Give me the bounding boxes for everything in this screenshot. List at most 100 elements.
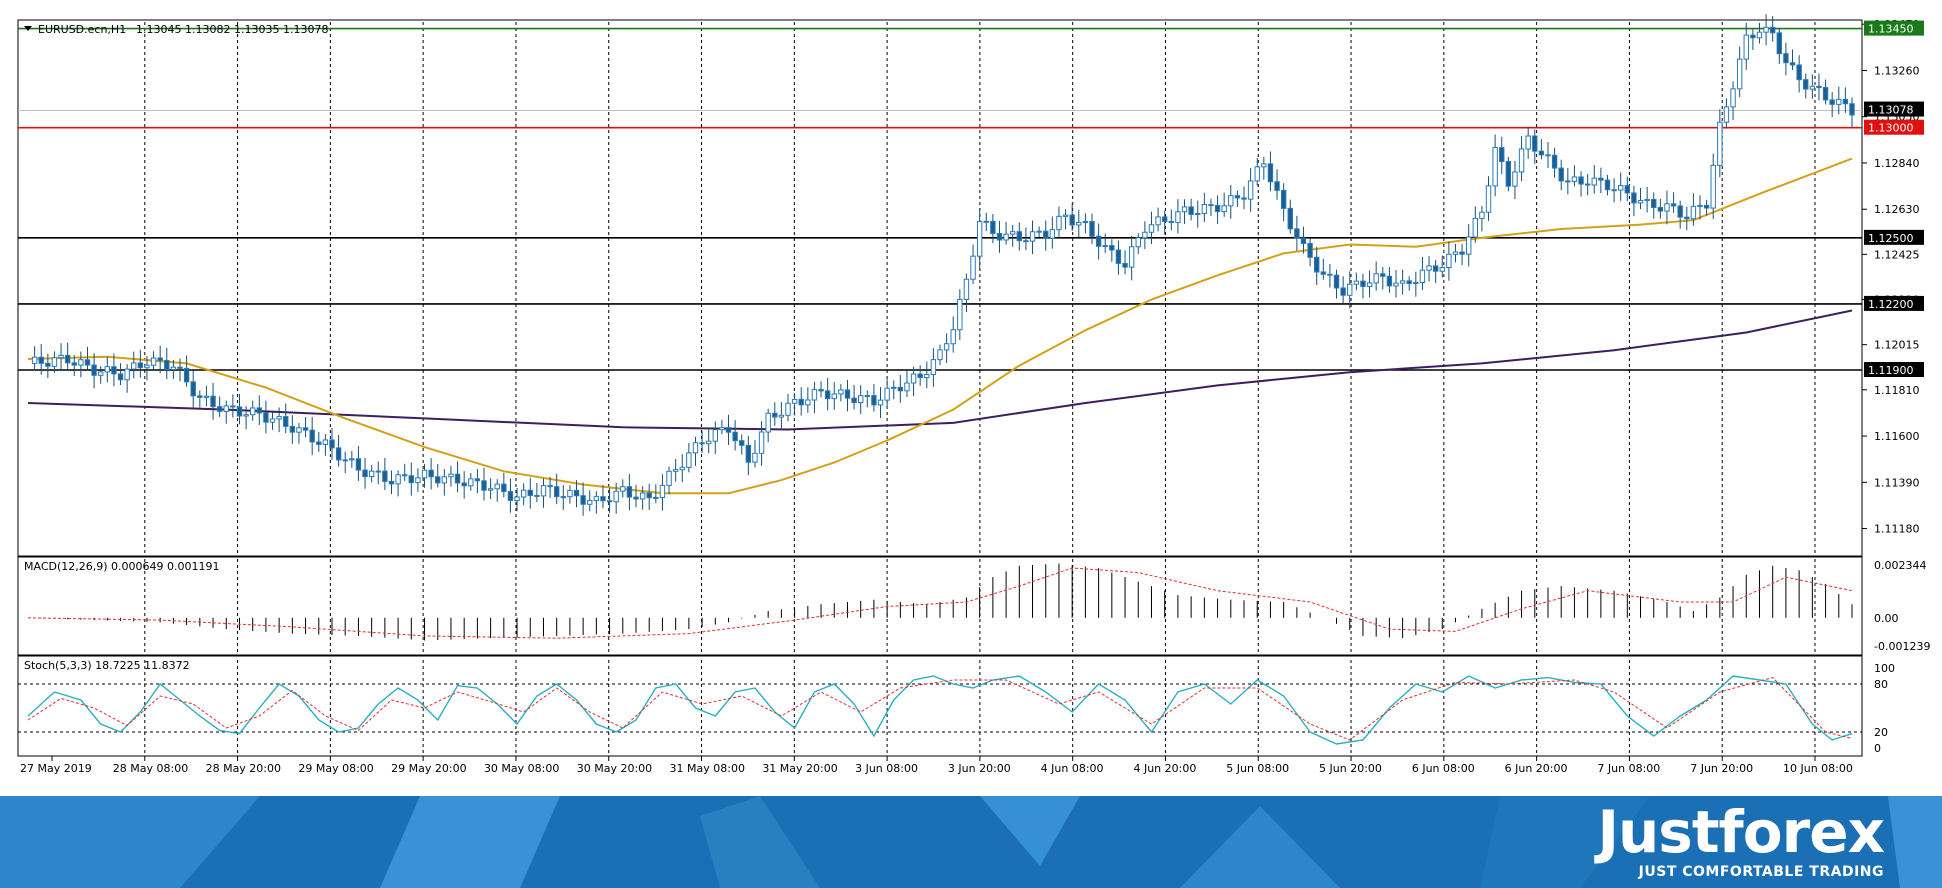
- candle-body: [1393, 282, 1399, 287]
- candle-body: [355, 458, 362, 471]
- candle-body: [1287, 207, 1293, 230]
- candle-body: [1697, 204, 1703, 207]
- support-resistance-levels: [18, 27, 1862, 371]
- dropdown-triangle-icon[interactable]: [24, 26, 32, 31]
- candle-body: [329, 439, 335, 449]
- brand-name: Justforex: [1597, 798, 1885, 866]
- candle-body: [1545, 154, 1551, 157]
- candle-body: [877, 399, 884, 406]
- candle-body: [1082, 220, 1089, 223]
- candle-body: [1446, 253, 1452, 268]
- candle-body: [785, 402, 791, 416]
- candle-body: [864, 395, 871, 398]
- candle-body: [871, 395, 877, 406]
- candle-body: [1062, 214, 1069, 217]
- candle-body: [811, 389, 818, 401]
- candle-body: [1783, 53, 1789, 64]
- candle-body: [1360, 280, 1366, 287]
- level-price-tag: [1864, 295, 1924, 311]
- candle-body: [904, 382, 910, 392]
- x-tick-label: 30 May 08:00: [484, 762, 559, 775]
- candle-body: [613, 490, 619, 503]
- candle-body: [1214, 204, 1221, 213]
- candle-body: [316, 441, 322, 445]
- candle-body: [1003, 233, 1009, 241]
- candle-body: [177, 366, 183, 369]
- candle-body: [210, 395, 216, 408]
- candle-body: [421, 469, 428, 479]
- candle-body: [276, 416, 282, 420]
- candle-body: [593, 496, 600, 502]
- candle-body: [1532, 135, 1538, 152]
- candle-body: [249, 407, 256, 416]
- candle-body: [520, 489, 527, 498]
- candle-body: [646, 492, 652, 499]
- candle-body: [1009, 231, 1016, 235]
- x-tick-label: 28 May 08:00: [113, 762, 188, 775]
- x-tick-label: 3 Jun 20:00: [948, 762, 1011, 775]
- candle-body: [672, 469, 679, 472]
- candle-body: [1280, 189, 1287, 209]
- candle-body: [1578, 176, 1584, 185]
- candle-body: [851, 397, 857, 403]
- candle-body: [230, 405, 236, 408]
- candle-body: [408, 475, 415, 484]
- brand-logo[interactable]: Justforex JUST COMFORTABLE TRADING: [1597, 798, 1885, 880]
- candle-body: [97, 371, 104, 376]
- candle-body: [891, 386, 897, 389]
- candle-body: [719, 427, 725, 431]
- candle-body: [659, 484, 666, 499]
- candle-body: [1076, 221, 1082, 226]
- candle-body: [930, 359, 937, 376]
- candle-body: [633, 496, 639, 500]
- x-tick-label: 6 Jun 20:00: [1505, 762, 1568, 775]
- candle-body: [1571, 176, 1578, 182]
- candle-body: [1842, 98, 1849, 105]
- candle-body: [1254, 166, 1260, 182]
- candle-body: [1631, 192, 1637, 204]
- candle-body: [263, 412, 269, 423]
- candle-body: [58, 354, 64, 359]
- banner-shape: [700, 796, 820, 888]
- candle-body: [692, 442, 699, 454]
- candle-body: [157, 357, 163, 361]
- level-price-tag-label: 1.13000: [1868, 122, 1914, 135]
- candle-body: [534, 494, 540, 497]
- y-tick-label: 1.12015: [1874, 339, 1920, 352]
- candle-body: [216, 406, 223, 412]
- candle-body: [950, 329, 956, 345]
- candle-body: [573, 489, 580, 497]
- candle-body: [1670, 203, 1677, 207]
- candle-body: [1399, 280, 1406, 284]
- candle-body: [1241, 197, 1247, 200]
- candle-body: [1723, 106, 1730, 123]
- candle-body: [1327, 273, 1333, 276]
- candle-body: [1624, 185, 1631, 194]
- candle-body: [1307, 242, 1313, 258]
- macd-y-tick-label: 0.002344: [1874, 559, 1927, 572]
- candle-body: [1836, 98, 1842, 105]
- candle-body: [1690, 205, 1697, 220]
- candle-body: [1228, 195, 1234, 207]
- candle-body: [831, 393, 837, 400]
- candle-body: [970, 255, 976, 280]
- candle-body: [547, 485, 553, 488]
- candle-body: [1043, 230, 1049, 239]
- candle-body: [712, 429, 719, 442]
- candle-body: [778, 414, 785, 418]
- x-tick-label: 7 Jun 20:00: [1690, 762, 1753, 775]
- candle-body: [1651, 198, 1657, 209]
- candle-body: [996, 233, 1003, 241]
- macd-y-tick-label: -0.001239: [1874, 640, 1930, 653]
- candle-body: [1413, 281, 1419, 285]
- candle-body: [739, 440, 745, 446]
- candle-body: [236, 406, 243, 417]
- candle-body: [924, 374, 930, 378]
- candle-body: [1479, 211, 1485, 219]
- candle-body: [150, 357, 157, 366]
- candle-body: [818, 389, 824, 392]
- candle-body: [798, 398, 804, 406]
- candle-body: [31, 356, 38, 364]
- candle-body: [587, 500, 593, 505]
- x-tick-label: 4 Jun 08:00: [1041, 762, 1104, 775]
